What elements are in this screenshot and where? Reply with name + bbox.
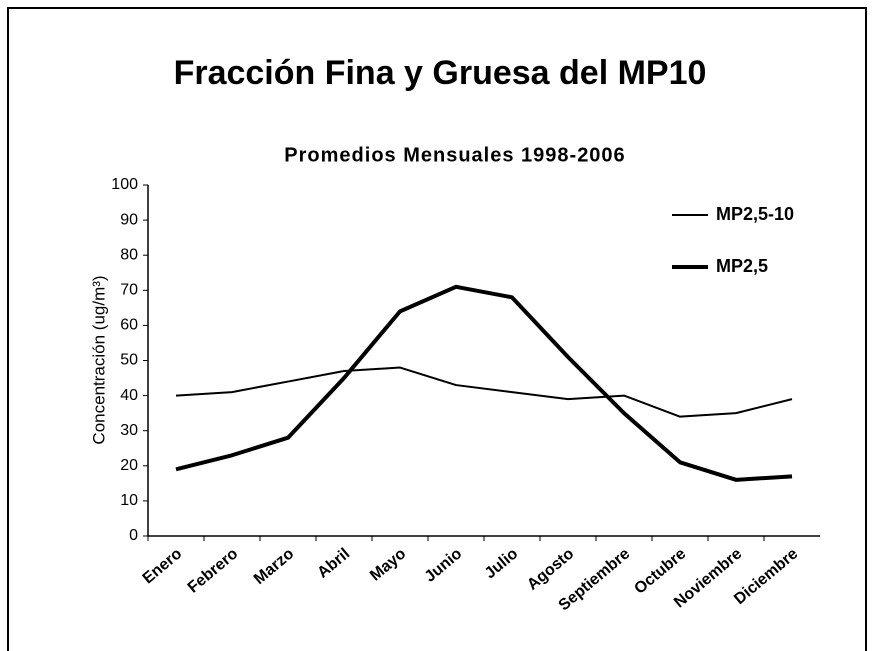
legend-label: MP2,5 xyxy=(716,256,768,276)
legend-label: MP2,5-10 xyxy=(716,204,794,224)
y-tick-label: 90 xyxy=(120,211,138,228)
x-tick-label: Marzo xyxy=(251,545,298,588)
chart-title: Fracción Fina y Gruesa del MP10 xyxy=(174,54,707,92)
line-series xyxy=(175,366,793,418)
y-axis-label: Concentración (ug/m³) xyxy=(89,275,108,444)
line-series xyxy=(175,284,793,482)
chart-subtitle: Promedios Mensuales 1998-2006 xyxy=(284,144,625,166)
y-tick-label: 50 xyxy=(120,352,138,369)
x-tick-label: Agosto xyxy=(524,545,577,594)
y-tick-label: 80 xyxy=(120,246,138,263)
y-tick-label: 30 xyxy=(120,422,138,439)
y-tick-label: 20 xyxy=(120,457,138,474)
y-tick-label: 70 xyxy=(120,282,138,299)
x-tick-label: Mayo xyxy=(367,545,409,584)
y-tick-label: 0 xyxy=(129,527,138,544)
x-tick-label: Enero xyxy=(140,545,186,587)
frame xyxy=(7,7,867,651)
y-tick-label: 60 xyxy=(120,317,138,334)
x-tick-label: Febrero xyxy=(185,545,242,596)
x-tick-label: Abril xyxy=(314,545,353,581)
y-tick-label: 40 xyxy=(120,387,138,404)
y-tick-label: 100 xyxy=(111,176,138,193)
y-tick-label: 10 xyxy=(120,492,138,509)
x-tick-label: Junio xyxy=(422,545,466,586)
x-tick-label: Julio xyxy=(482,545,522,582)
